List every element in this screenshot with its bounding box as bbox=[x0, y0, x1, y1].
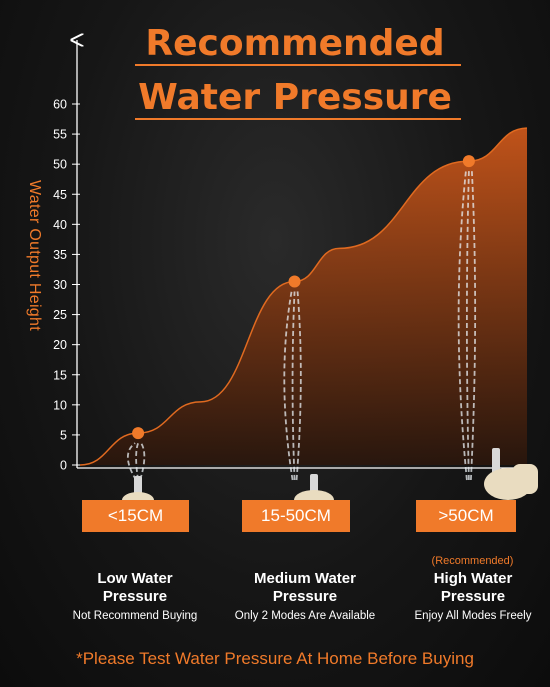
low-pressure-title-line1: Low Water bbox=[97, 570, 173, 587]
high-pressure-title-line2: Pressure bbox=[440, 588, 506, 605]
data-point-1 bbox=[288, 275, 301, 288]
y-tick-label: 45 bbox=[53, 188, 67, 202]
area-fill bbox=[80, 128, 527, 466]
medium-pressure-subtitle: Only 2 Modes Are Available bbox=[234, 610, 376, 622]
water-jet bbox=[465, 171, 470, 481]
category-badge-medium: 15-50CM bbox=[242, 500, 350, 532]
low-pressure-subtitle: Not Recommend Buying bbox=[72, 610, 198, 622]
water-jet bbox=[283, 291, 294, 481]
y-axis-label: Water Output Height bbox=[26, 179, 43, 331]
water-jet bbox=[291, 291, 296, 481]
data-point-2 bbox=[462, 155, 475, 168]
high-pressure-title: High Water Pressure bbox=[393, 570, 550, 606]
y-tick-label: 5 bbox=[60, 428, 67, 442]
category-badge-high: >50CM bbox=[416, 500, 516, 532]
y-tick-label: 30 bbox=[53, 278, 67, 292]
medium-pressure-title-line1: Medium Water bbox=[254, 570, 356, 587]
low-pressure-title-line2: Pressure bbox=[102, 588, 168, 605]
hand-nozzle-icon bbox=[484, 448, 538, 500]
medium-pressure-title-line2: Pressure bbox=[272, 588, 338, 605]
title-line-2: Water Pressure bbox=[138, 77, 452, 118]
y-tick-label: 20 bbox=[53, 338, 67, 352]
y-tick-label: 50 bbox=[53, 158, 67, 172]
title-underline-1 bbox=[135, 64, 461, 66]
water-jet bbox=[139, 442, 146, 481]
y-tick-label: 60 bbox=[53, 98, 67, 112]
y-tick-label: 10 bbox=[53, 398, 67, 412]
high-pressure-title-line1: High Water bbox=[433, 570, 513, 587]
y-tick-label: 35 bbox=[53, 248, 67, 262]
medium-pressure-title: Medium Water Pressure bbox=[225, 570, 385, 606]
title-underline-2 bbox=[135, 118, 461, 120]
y-tick-label: 25 bbox=[53, 308, 67, 322]
water-jet bbox=[126, 442, 137, 481]
footnote: *Please Test Water Pressure At Home Befo… bbox=[76, 649, 474, 668]
y-tick-label: 0 bbox=[60, 459, 67, 473]
title-line-1: Recommended bbox=[145, 23, 445, 64]
low-pressure-title: Low Water Pressure bbox=[55, 570, 215, 606]
y-tick-label: 15 bbox=[53, 368, 67, 382]
data-point-0 bbox=[132, 427, 145, 440]
water-jet bbox=[135, 442, 139, 481]
category-badge-low: <15CM bbox=[82, 500, 189, 532]
y-tick-label: 40 bbox=[53, 218, 67, 232]
y-tick-label: 55 bbox=[53, 128, 67, 142]
recommended-note: (Recommended) bbox=[431, 555, 514, 567]
high-pressure-subtitle: Enjoy All Modes Freely bbox=[414, 610, 532, 622]
water-jet bbox=[295, 291, 302, 481]
water-jet bbox=[457, 171, 468, 481]
water-jet bbox=[469, 171, 477, 481]
